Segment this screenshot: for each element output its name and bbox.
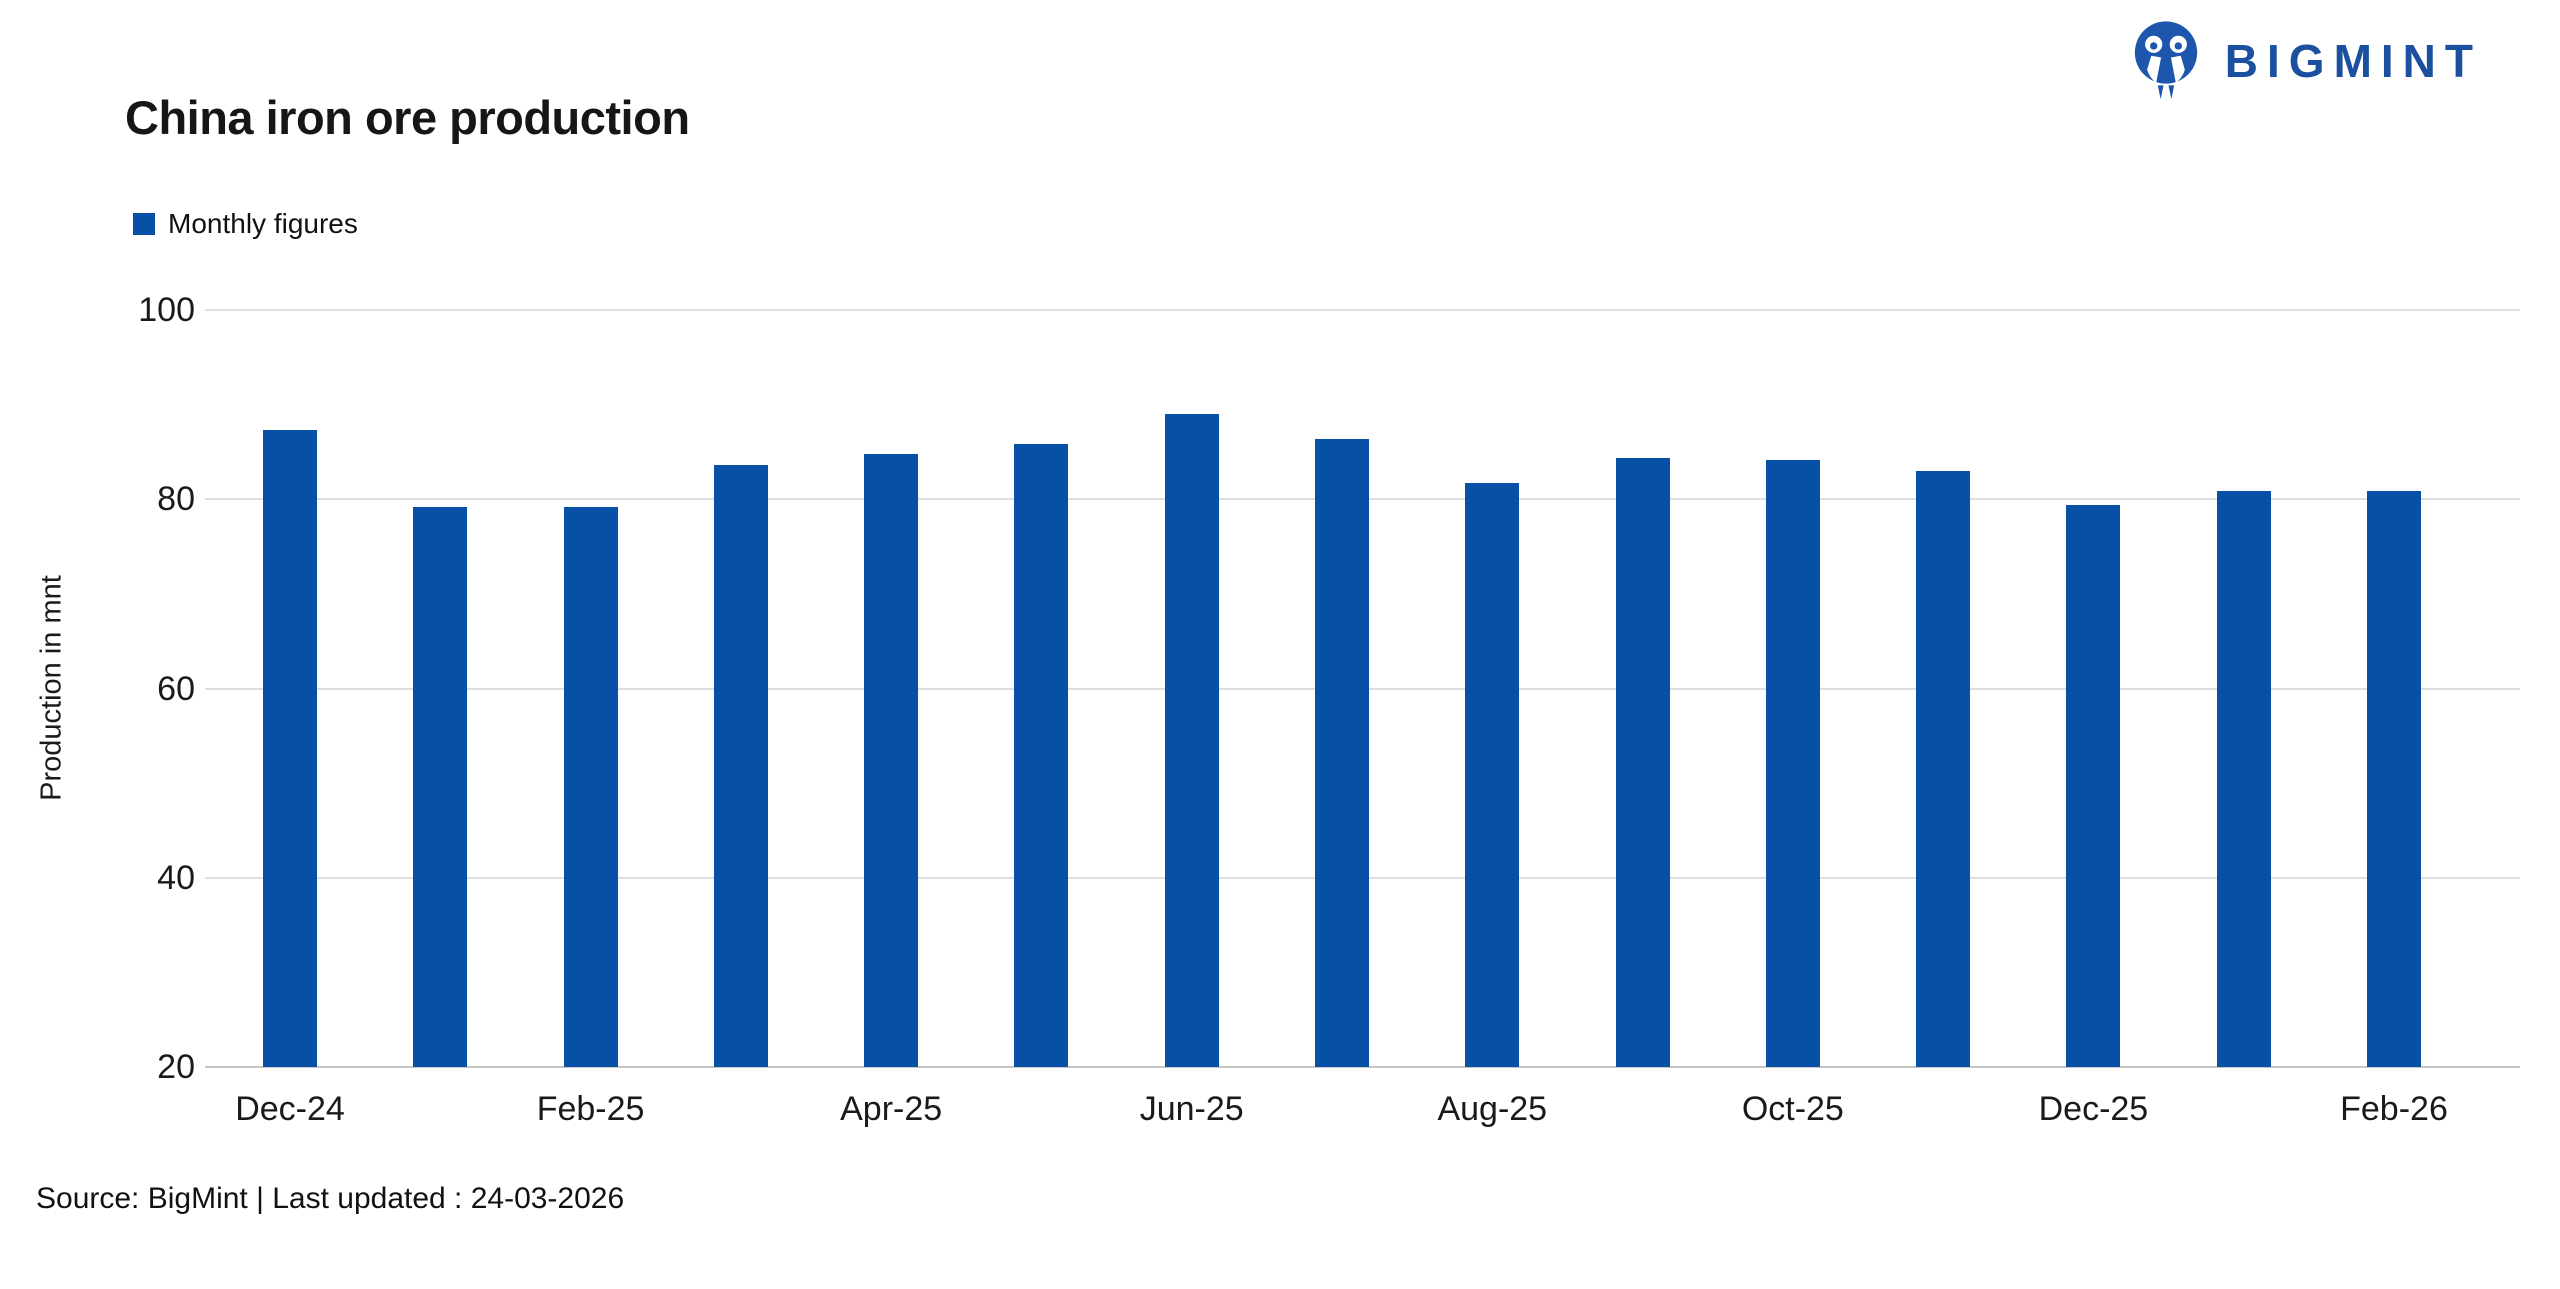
brand-name: BIGMINT xyxy=(2224,35,2482,87)
bar-Dec-24 xyxy=(263,430,317,1067)
x-tick-label: Apr-25 xyxy=(840,1090,943,1128)
bar-Jan-26 xyxy=(2216,490,2271,1067)
x-tick-label: Dec-25 xyxy=(2038,1090,2149,1128)
bar-Sep-25 xyxy=(1615,457,1670,1067)
brand-logo: BIGMINT xyxy=(2125,16,2482,112)
source-line: Source: BigMint | Last updated : 24-03-2… xyxy=(36,1182,625,1215)
bar-Apr-25 xyxy=(864,453,919,1067)
bar-Mar-25 xyxy=(713,465,768,1067)
bar-Dec-25 xyxy=(2066,504,2121,1067)
bigmint-logo-icon xyxy=(2134,21,2197,100)
x-tick-label: Dec-24 xyxy=(235,1090,345,1128)
bar-Aug-25 xyxy=(1465,483,1520,1067)
x-tick-label: Oct-25 xyxy=(1741,1090,1844,1128)
bar-Jun-25 xyxy=(1164,414,1219,1067)
y-tick-label: 80 xyxy=(157,480,195,519)
y-tick-label: 20 xyxy=(157,1048,195,1086)
chart-title: China iron ore production xyxy=(125,91,690,144)
gridline xyxy=(205,309,2520,311)
x-tick-label: Jun-25 xyxy=(1139,1090,1244,1128)
bar-Feb-26 xyxy=(2367,490,2421,1067)
x-tick-label: Aug-25 xyxy=(1437,1090,1548,1128)
y-tick-label: 40 xyxy=(157,858,195,897)
legend-swatch-icon xyxy=(133,213,155,235)
bar-Nov-25 xyxy=(1916,470,1971,1067)
y-tick-label: 60 xyxy=(157,669,195,708)
legend: Monthly figures xyxy=(133,208,358,240)
x-axis-line xyxy=(205,1066,2520,1068)
x-tick-label: Feb-25 xyxy=(536,1090,645,1128)
bar-Feb-25 xyxy=(563,506,618,1067)
legend-label: Monthly figures xyxy=(168,208,358,239)
bar-Jan-25 xyxy=(413,506,468,1067)
x-tick-label: Feb-26 xyxy=(2340,1090,2448,1128)
y-tick-label: 100 xyxy=(138,291,195,329)
bar-Oct-25 xyxy=(1765,459,1820,1067)
bar-May-25 xyxy=(1014,444,1069,1067)
bar-Jul-25 xyxy=(1315,438,1369,1067)
